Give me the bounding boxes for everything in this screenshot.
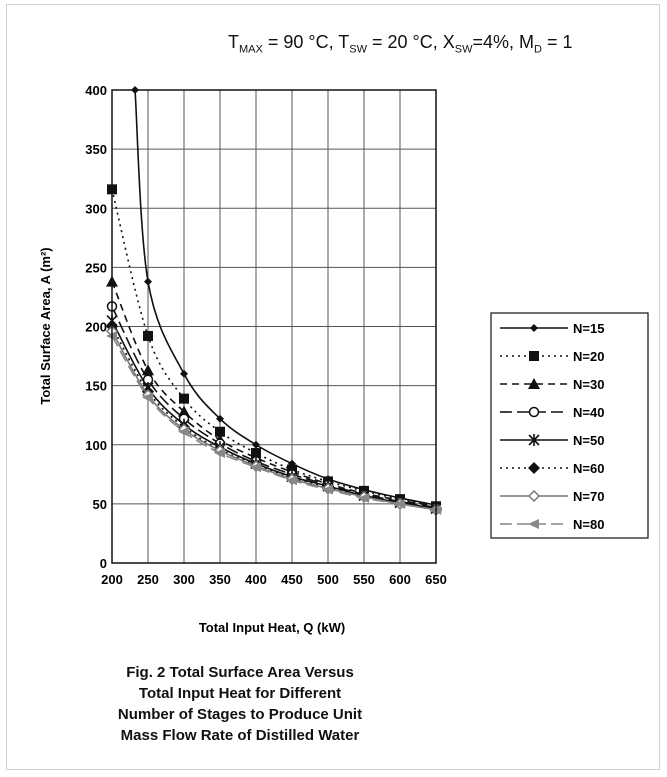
figure-frame [6,4,660,770]
series-line [111,281,437,508]
chart-series [105,86,443,516]
series-n-80 [106,330,441,515]
legend-marker [527,489,541,503]
legend-marker [528,406,540,418]
legend-entry: N=40 [500,405,604,420]
legend-label: N=40 [573,405,604,420]
caption-line: Fig. 2 Total Surface Area Versus [126,664,354,681]
x-tick-label: 650 [425,572,447,587]
series-line [111,189,437,508]
x-tick-label: 550 [353,572,375,587]
data-point [214,448,225,459]
chart-parameters: TMAX = 90 °C, TSW = 20 °C, XSW=4%, MD = … [228,32,573,56]
legend-entry: N=50 [500,433,604,448]
x-tick-label: 200 [101,572,123,587]
series-line [111,335,437,511]
y-axis-label: Total Surface Area, A (m²) [38,247,53,404]
y-tick-label: 350 [85,142,107,157]
legend-label: N=15 [573,321,604,336]
series-line [111,306,437,509]
series-line [111,326,437,510]
series-n-30 [106,275,442,512]
data-point [179,393,189,404]
data-point [178,426,189,437]
legend-entry: N=20 [500,349,604,364]
y-tick-label: 150 [85,379,107,394]
legend-entry: N=80 [500,517,604,532]
x-tick-label: 600 [389,572,411,587]
plot-border [111,89,437,564]
legend-label: N=50 [573,433,604,448]
caption-line: Total Input Heat for Different [138,685,342,702]
legend-marker [528,378,540,389]
legend: N=15 N=20 N=30 N=40 N=50 N=60 N=70 N=80 [490,312,649,539]
x-tick-label: 450 [281,572,303,587]
data-point [394,498,405,509]
legend-entry: N=15 [500,321,604,336]
legend-label: N=30 [573,377,604,392]
legend-marker [528,519,539,529]
y-tick-label: 100 [85,438,107,453]
data-point [286,475,297,486]
y-tick-label: 200 [85,320,107,335]
data-point [358,492,369,503]
series-line [111,320,437,510]
data-point [215,426,225,437]
data-point [178,405,190,417]
data-point [216,414,224,423]
data-point [322,484,333,495]
series-n-70 [105,325,443,516]
legend-marker [529,351,539,361]
y-tick-label: 400 [85,83,107,98]
data-point [180,369,188,378]
caption-line: Mass Flow Rate of Distilled Water [120,727,360,744]
legend-box [490,312,649,539]
legend-marker [530,324,538,332]
x-tick-label: 250 [137,572,159,587]
series-line [111,330,437,511]
x-tick-label: 500 [317,572,339,587]
series-n-20 [107,184,441,512]
data-point [143,330,153,341]
x-tick-label: 400 [245,572,267,587]
x-tick-label: 350 [209,572,231,587]
y-tick-label: 300 [85,201,107,216]
legend-entry: N=60 [500,461,604,476]
legend-marker [528,462,540,474]
legend-label: N=70 [573,489,604,504]
data-point [252,440,260,449]
y-tick-label: 0 [100,556,107,571]
legend-entry: N=70 [500,489,604,504]
legend-label: N=60 [573,461,604,476]
legend-label: N=20 [573,349,604,364]
data-point [250,462,261,473]
y-tick-label: 50 [93,497,107,512]
data-point [142,392,153,403]
caption-line: Number of Stages to Produce Unit [117,706,363,723]
legend-entry: N=30 [500,377,604,392]
series-n-50 [106,314,442,515]
legend-marker [528,434,540,446]
legend-label: N=80 [573,517,604,532]
axis-tick-labels: 200 250 300 350 400 450 500 550 600 650 0 50 100 150 2… [85,83,447,587]
x-tick-label: 300 [173,572,195,587]
figure-caption: Fig. 2 Total Surface Area Versus Total I… [90,662,390,746]
data-point [144,277,152,286]
series-n-60 [106,320,442,515]
series-line [134,89,437,506]
y-tick-label: 250 [85,260,107,275]
x-axis-label: Total Input Heat, Q (kW) [199,620,345,635]
data-point [142,364,154,376]
